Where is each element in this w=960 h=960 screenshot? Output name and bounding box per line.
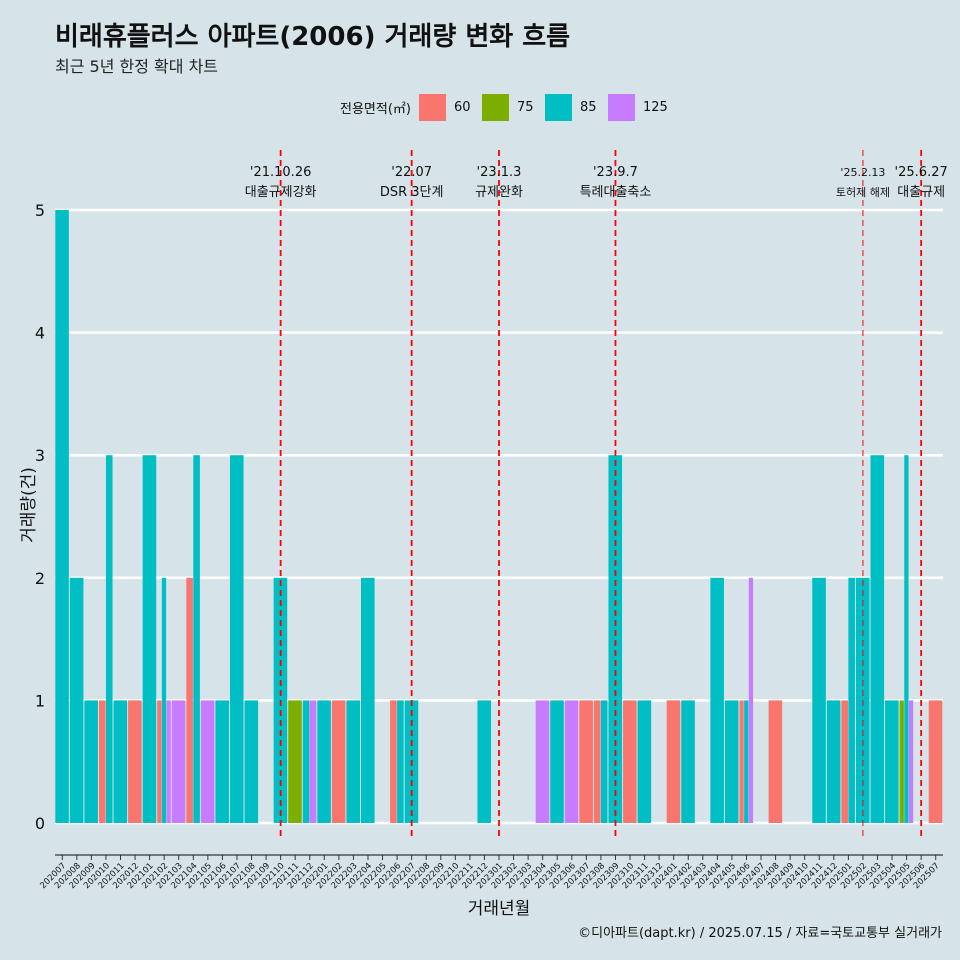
- bar-202010-60: [98, 700, 106, 823]
- bar-202501-60: [841, 700, 848, 823]
- y-tick-label-1: 1: [35, 691, 45, 710]
- bar-202411-85: [812, 577, 826, 823]
- bar-202505-125: [908, 700, 914, 823]
- legend-label-60: 60: [453, 99, 471, 115]
- bar-202304-125: [535, 700, 550, 823]
- bar-202009-85: [84, 700, 98, 823]
- bar-202401-60: [666, 700, 681, 823]
- legend-item-75[interactable]: 75: [481, 93, 539, 121]
- bar-202008-85: [69, 577, 84, 823]
- y-axis-title: 거래량(건): [19, 467, 39, 543]
- y-tick-label-2: 2: [35, 569, 45, 588]
- bar-202408-60: [768, 700, 783, 823]
- bar-202102-125: [166, 700, 171, 823]
- y-tick-label-3: 3: [35, 446, 45, 465]
- event-label-202301: 규제완화: [475, 185, 523, 200]
- bar-202308-85: [600, 700, 608, 823]
- bar-202102-85: [161, 577, 167, 823]
- bar-202112-125: [309, 700, 317, 823]
- bar-202203-85: [346, 700, 361, 823]
- bar-202106-85: [215, 700, 229, 823]
- legend-swatch-125: [607, 93, 635, 121]
- bar-202007-85: [55, 210, 69, 823]
- bar-202507-60: [928, 700, 943, 823]
- bar-202012-60: [128, 700, 142, 823]
- bar-202505-75: [899, 700, 904, 823]
- event-date-202301: '23.1.3: [477, 165, 522, 180]
- bar-202105-125: [200, 700, 215, 823]
- bar-202307-60: [579, 700, 593, 823]
- bar-202306-125: [564, 700, 579, 823]
- legend-swatch-85: [544, 93, 572, 121]
- event-date-202309: '23.9.7: [593, 165, 638, 180]
- y-tick-label-0: 0: [35, 814, 45, 833]
- legend-label-85: 85: [579, 99, 597, 115]
- bar-202202-60: [331, 700, 346, 823]
- legend-swatch-75: [481, 93, 509, 121]
- bar-202107-85: [229, 455, 244, 823]
- event-label-202309: 특례대출축소: [580, 185, 652, 200]
- bar-202305-85: [550, 700, 564, 823]
- bar-202504-85: [885, 700, 899, 823]
- bar-202102-60: [157, 700, 162, 823]
- legend-swatch-60: [418, 93, 446, 121]
- bar-202108-85: [244, 700, 259, 823]
- bar-202309-85: [608, 455, 623, 823]
- bar-202112-85: [302, 700, 310, 823]
- bar-202101-85: [142, 455, 157, 823]
- bar-202406-85: [744, 700, 749, 823]
- bar-202104-60: [186, 577, 193, 823]
- bar-202201-85: [317, 700, 331, 823]
- bar-202104-85: [193, 455, 200, 823]
- legend-item-125[interactable]: 125: [607, 93, 668, 121]
- bar-202505-85: [904, 455, 909, 823]
- bar-202310-60: [623, 700, 637, 823]
- event-date-202207: '22.07: [391, 165, 432, 180]
- bar-202501-85: [848, 577, 855, 823]
- event-label-202502: 토허제 해제: [836, 185, 890, 199]
- bar-202308-60: [593, 700, 601, 823]
- bar-202212-85: [477, 700, 492, 823]
- bar-202204-85: [360, 577, 375, 823]
- legend: 전용면적(㎡) 60 75 85 125: [340, 93, 674, 121]
- bar-202010-85: [105, 455, 113, 823]
- legend-label-75: 75: [516, 99, 534, 115]
- bar-202406-125: [748, 577, 754, 823]
- legend-item-85[interactable]: 85: [544, 93, 602, 121]
- bar-202405-85: [724, 700, 739, 823]
- event-label-202207: DSR 3단계: [380, 185, 444, 200]
- event-label-202110: 대출규제강화: [245, 185, 317, 200]
- bar-202406-60: [739, 700, 744, 823]
- bar-202412-85: [826, 700, 841, 823]
- bar-202206-60: [390, 700, 397, 823]
- x-axis-title: 거래년월: [468, 899, 531, 919]
- source-caption: ©디아파트(dapt.kr) / 2025.07.15 / 자료=국토교통부 실…: [578, 926, 942, 941]
- legend-label-125: 125: [642, 99, 668, 115]
- legend-item-60[interactable]: 60: [418, 93, 476, 121]
- chart-subtitle: 최근 5년 한정 확대 차트: [55, 57, 219, 76]
- event-date-202110: '21.10.26: [250, 165, 311, 180]
- bar-202206-85: [397, 700, 404, 823]
- event-date-202506: '25.6.27: [895, 165, 948, 180]
- bar-202103-125: [171, 700, 186, 823]
- legend-title: 전용면적(㎡): [340, 101, 411, 117]
- bar-202402-85: [681, 700, 695, 823]
- event-label-202506: 대출규제: [897, 185, 945, 200]
- bar-202011-85: [113, 700, 128, 823]
- y-tick-label-5: 5: [35, 201, 45, 220]
- y-tick-label-4: 4: [35, 324, 45, 343]
- chart-title: 비래휴플러스 아파트(2006) 거래량 변화 흐름: [55, 22, 571, 52]
- bar-202111-75: [288, 700, 302, 823]
- bar-202503-85: [870, 455, 885, 823]
- event-date-202502: '25.2.13: [840, 166, 885, 179]
- bar-202311-85: [637, 700, 652, 823]
- bar-202404-85: [710, 577, 724, 823]
